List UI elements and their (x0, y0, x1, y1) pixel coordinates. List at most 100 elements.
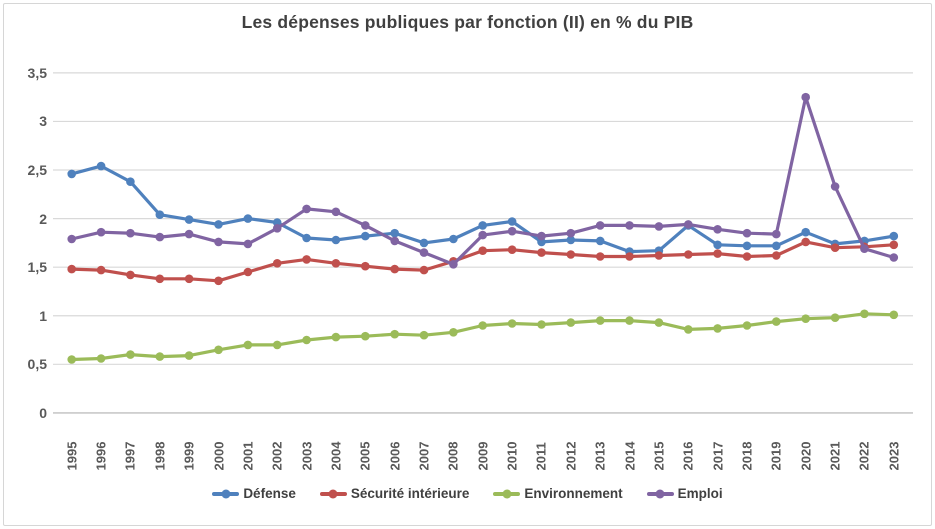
data-point (214, 237, 223, 247)
data-point (449, 234, 458, 244)
data-point (272, 259, 282, 268)
data-point (801, 237, 810, 247)
data-point (126, 270, 135, 280)
data-point (772, 317, 781, 326)
data-point (390, 329, 400, 339)
legend-item-securite-interieure[interactable]: Sécurité intérieure (319, 486, 469, 501)
data-point (96, 354, 106, 363)
legend-item-environnement[interactable]: Environnement (493, 486, 623, 501)
x-tick-label: 1995 (64, 441, 80, 471)
legend-label: Défense (243, 486, 296, 501)
data-point (889, 310, 899, 320)
data-point (478, 230, 488, 240)
line-marker-icon (319, 489, 347, 498)
data-point (507, 245, 517, 254)
data-point (419, 238, 429, 248)
data-point (126, 177, 135, 186)
line-marker-icon (493, 489, 521, 498)
x-tick-label: 2013 (592, 441, 608, 471)
data-point (713, 324, 722, 333)
x-tick-label: 2003 (299, 441, 315, 471)
line-marker-icon (646, 489, 674, 498)
data-point (742, 228, 752, 238)
x-tick-label: 2001 (240, 441, 256, 471)
data-point (772, 241, 781, 251)
data-point (302, 233, 311, 243)
data-point (214, 276, 223, 286)
data-point (331, 259, 341, 268)
data-point (507, 226, 517, 236)
data-point (302, 204, 311, 214)
x-tick-label: 2012 (563, 441, 579, 471)
chart-legend: Défense Sécurité intérieure Environnemen… (0, 486, 935, 501)
data-point (742, 321, 752, 330)
dot-marker-icon (221, 489, 231, 498)
data-point (654, 251, 664, 260)
y-tick-label: 3,5 (27, 64, 47, 81)
y-tick-label: 2,5 (27, 162, 47, 179)
data-point (126, 350, 135, 359)
data-point (331, 235, 341, 245)
legend-item-defense[interactable]: Défense (212, 486, 296, 501)
data-point (243, 267, 253, 277)
data-point (184, 229, 194, 239)
data-point (184, 274, 194, 284)
x-tick-label: 1999 (181, 441, 197, 471)
data-point (96, 227, 106, 237)
legend-item-emploi[interactable]: Emploi (646, 486, 723, 501)
x-tick-label: 2020 (798, 441, 814, 471)
data-point (155, 232, 165, 242)
x-tick-label: 2011 (533, 442, 549, 471)
chart-title: Les dépenses publiques par fonction (II)… (241, 12, 694, 32)
data-point (595, 252, 605, 261)
data-point (419, 265, 429, 275)
x-tick-label: 2002 (269, 441, 285, 471)
data-point (507, 319, 517, 328)
data-point (537, 320, 546, 329)
data-point (155, 274, 165, 284)
data-point (713, 225, 722, 234)
legend-label: Emploi (677, 486, 723, 501)
data-point (772, 251, 781, 260)
data-point (243, 239, 253, 249)
data-point (625, 221, 634, 230)
data-point (801, 227, 810, 237)
data-point (67, 234, 76, 244)
x-tick-label: 2022 (856, 441, 872, 471)
data-point (272, 340, 282, 350)
data-point (361, 261, 370, 271)
x-tick-label: 2016 (680, 441, 696, 471)
data-point (801, 92, 810, 102)
series-1 (67, 161, 899, 256)
data-point (390, 236, 400, 246)
data-point (772, 229, 781, 239)
data-point (184, 351, 194, 360)
data-point (566, 250, 576, 259)
gridlines (53, 72, 913, 414)
data-point (155, 352, 165, 361)
x-tick-label: 2007 (416, 441, 432, 471)
x-tick-label: 2023 (886, 441, 902, 471)
data-point (625, 316, 634, 325)
data-point (654, 222, 664, 231)
line-marker-icon (212, 489, 240, 498)
data-point (713, 249, 722, 258)
data-point (214, 220, 223, 229)
y-tick-label: 1,5 (27, 259, 47, 276)
data-point (302, 335, 311, 345)
data-point (67, 355, 76, 364)
data-point (214, 345, 223, 355)
data-point (742, 241, 752, 251)
data-point (889, 253, 899, 262)
x-tick-label: 2005 (357, 441, 373, 471)
data-point (331, 332, 341, 342)
data-point (272, 224, 282, 233)
x-tick-label: 1996 (93, 441, 109, 471)
dot-marker-icon (328, 489, 338, 498)
data-point (889, 231, 899, 241)
data-point (507, 217, 517, 226)
x-tick-label: 2010 (504, 441, 520, 471)
legend-label: Environnement (524, 486, 623, 501)
